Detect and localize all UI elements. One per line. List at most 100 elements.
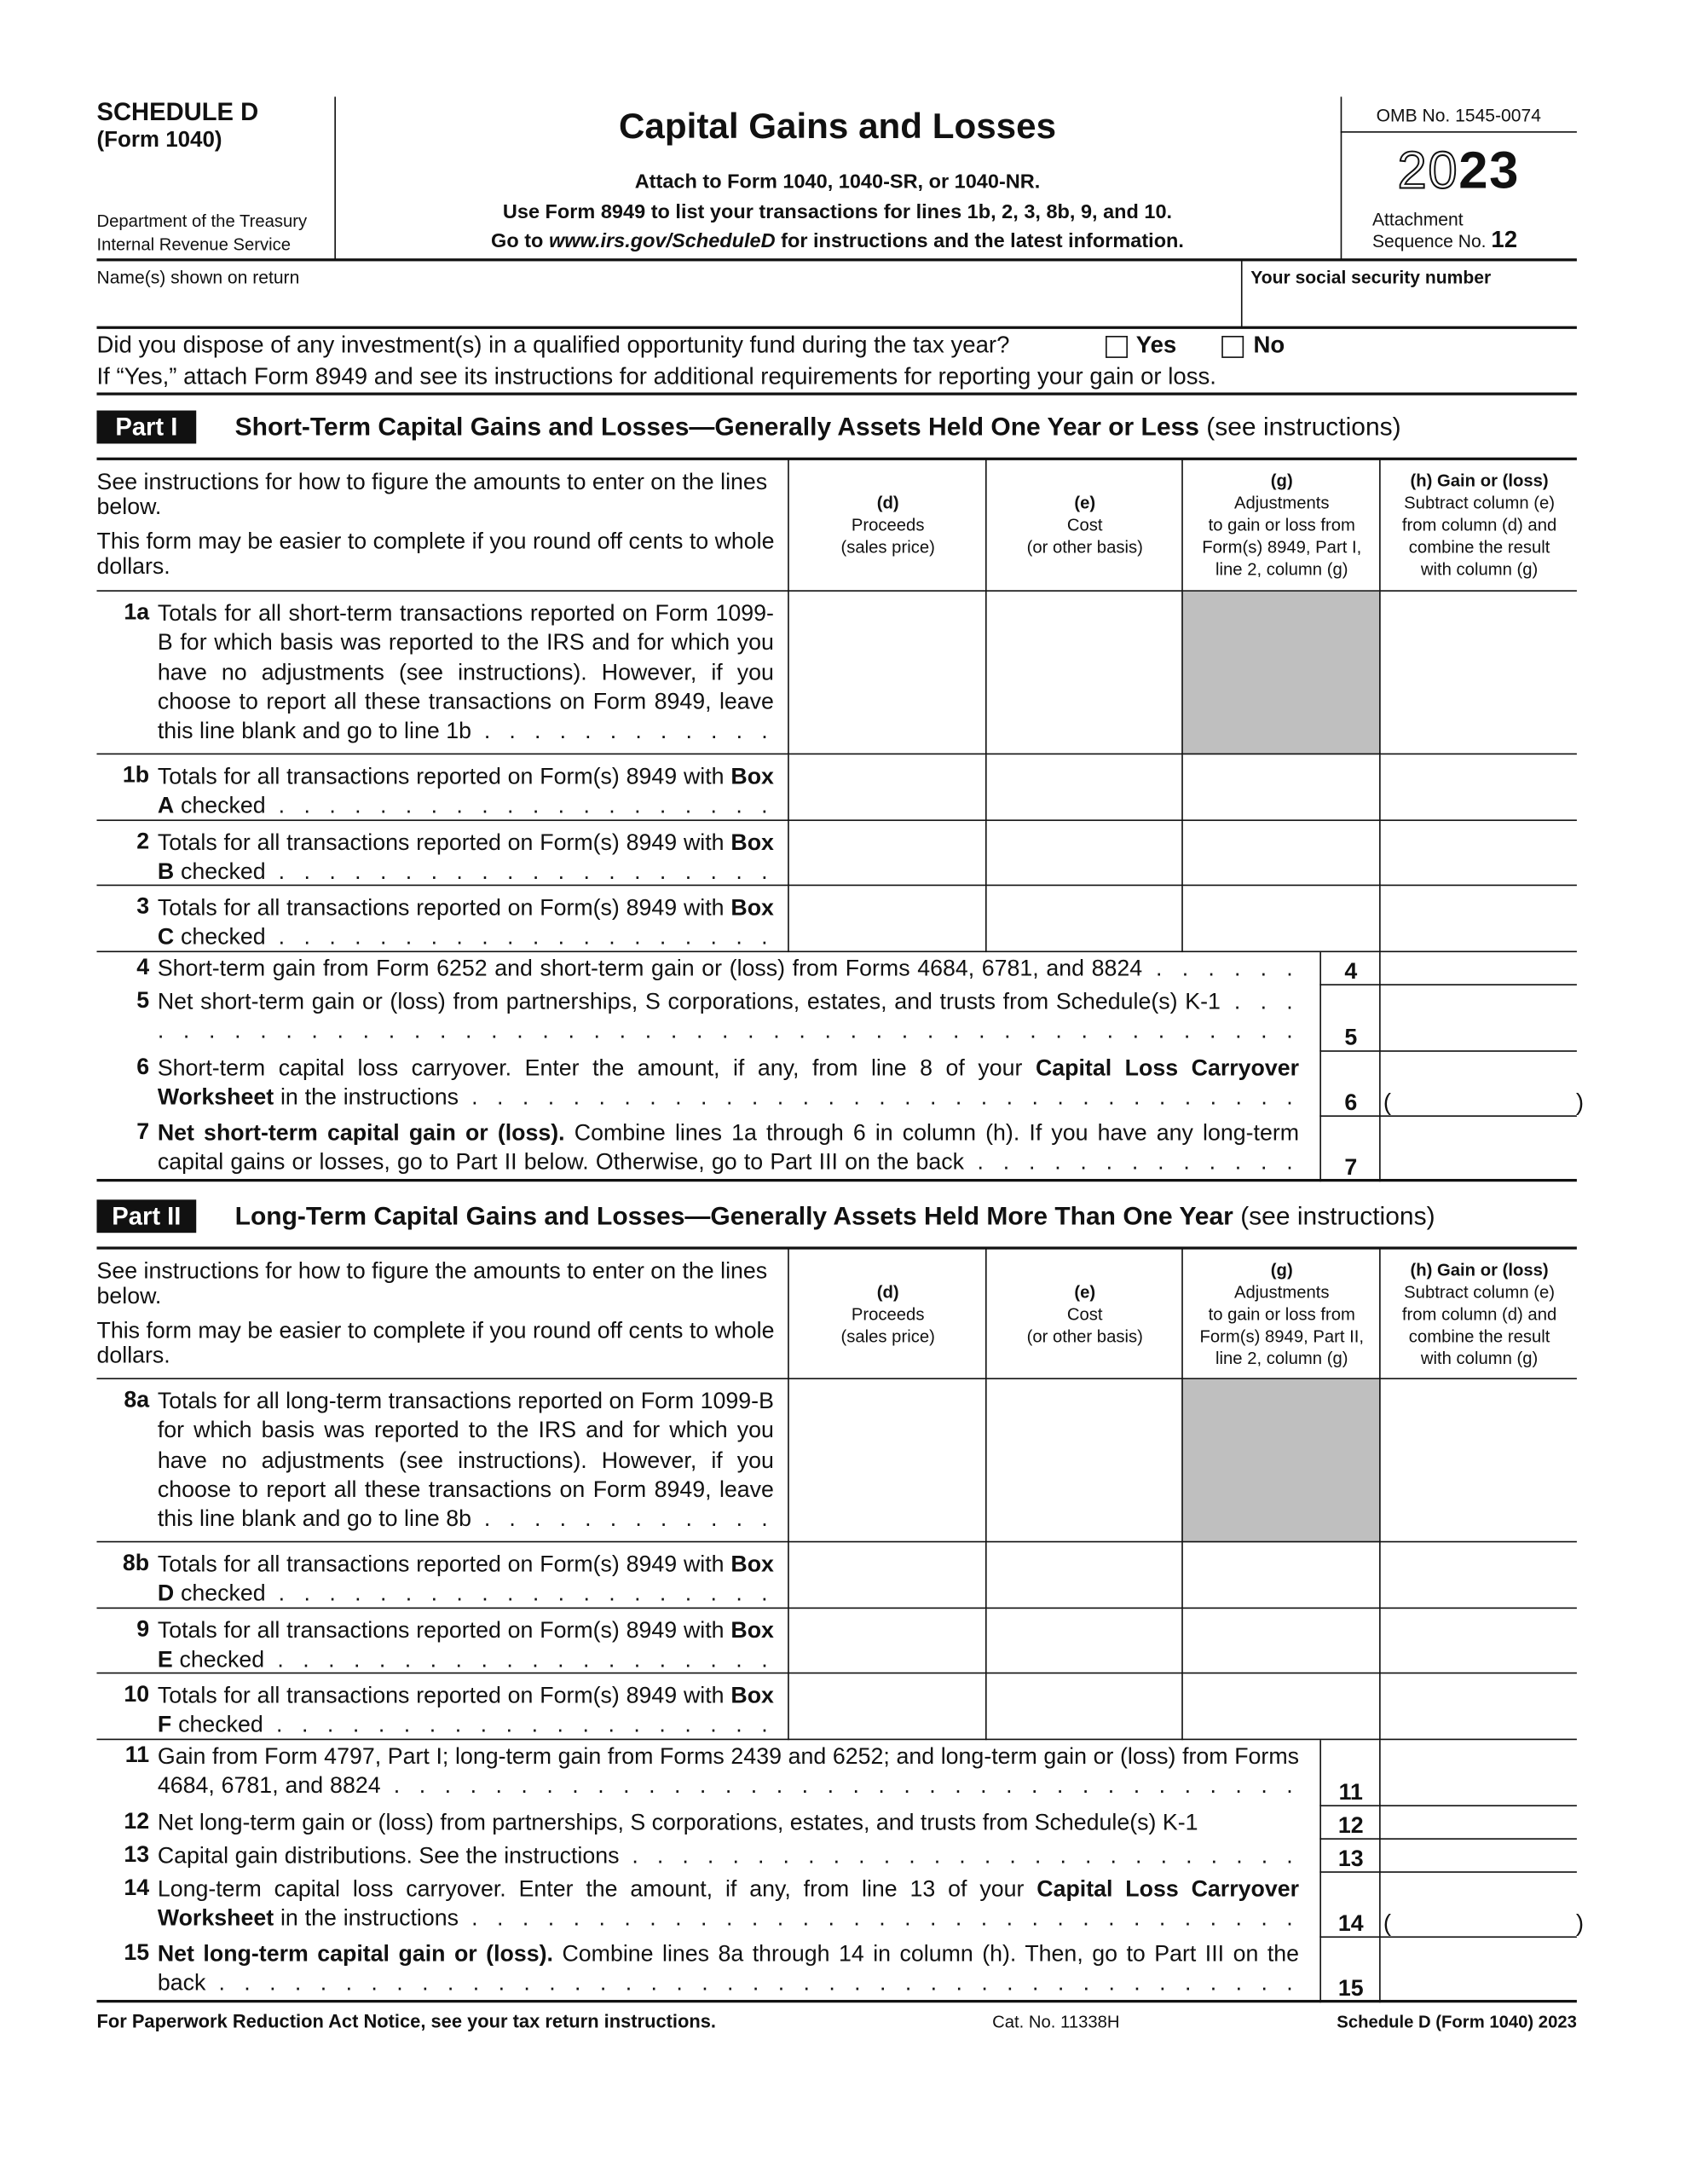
line-9-column-d-input[interactable] [788,1609,986,1674]
row-rule [1319,1050,1577,1052]
line-number: 13 [124,1842,150,1868]
line-box-number: 6 [1319,1051,1380,1118]
line-11-row: 11 Gain from Form 4797, Part I; long-term… [96,1740,1578,1807]
line-2-column-h-input[interactable] [1379,821,1578,887]
line-2-column-d-input[interactable] [788,821,986,887]
description-segment: Totals for all long-term transactions re… [157,1389,774,1532]
line-14-amount-input[interactable]: () [1379,1872,1584,1938]
line-9-column-e-input[interactable] [984,1609,1183,1674]
irs-link[interactable]: www.irs.gov/ScheduleD [548,230,776,253]
column-label-line: (sales price) [840,537,935,558]
line-number: 8b [122,1551,150,1576]
line-7-amount-input[interactable] [1379,1117,1578,1182]
line-9-column-h-input[interactable] [1379,1609,1578,1674]
line-number: 11 [124,1742,150,1768]
divider [334,96,336,260]
line-3-column-d-input[interactable] [788,886,986,953]
line-8b-column-e-input[interactable] [984,1542,1183,1609]
line-number: 10 [124,1682,150,1707]
year-bold: 23 [1458,142,1521,201]
line-8a-column-d-input[interactable] [788,1379,986,1543]
line-10-row: 10 Totals for all transactions reported o… [96,1673,1578,1741]
line-1a-column-h-input[interactable] [1379,591,1578,755]
line-3-column-e-input[interactable] [984,886,1183,953]
line-3-row: 3 Totals for all transactions reported on… [96,886,1578,953]
line-10-column-h-input[interactable] [1379,1673,1578,1741]
line-1a-column-e-input[interactable] [984,591,1183,755]
year-outline: 20 [1397,142,1459,201]
catalog-number: Cat. No. 11338H [992,2012,1120,2032]
line-15-amount-input[interactable] [1379,1938,1578,2003]
see-instructions: (see instructions) [1240,1200,1435,1230]
open-paren: ( [1383,1089,1392,1116]
line-description: Long-term capital loss carryover. Enter … [158,1875,1299,1934]
line-description: Net short-term capital gain or (loss). C… [158,1119,1299,1178]
description-segment: checked [172,1648,265,1673]
line-4-amount-input[interactable] [1379,952,1578,985]
column-header-text: (h) Gain or (loss) Subtract column (e) fro… [1402,470,1556,581]
line-8a-column-g-input [1181,1379,1381,1543]
ssn-field[interactable] [1244,290,1575,326]
line-2-column-e-input[interactable] [984,821,1183,887]
line-number: 5 [136,988,150,1014]
row-rule [96,1607,1577,1609]
line-5-amount-input[interactable] [1379,985,1578,1052]
line-1a-column-g-input [1181,591,1381,755]
line-8a-row: 8a Totals for all long-term transactions … [96,1379,1578,1543]
ssn-label: Your social security number [1250,266,1492,288]
name-field[interactable] [96,290,1238,326]
line-box-number: 12 [1319,1806,1380,1840]
description-segment: Totals for all transactions reported on … [157,764,731,789]
line-1b-row: 1b Totals for all transactions reported o… [96,754,1578,822]
column-label-line: Form(s) 8949, Part I, [1202,537,1362,558]
line-6-amount-input[interactable]: () [1379,1051,1584,1118]
column-label-line: from column (d) and [1401,1303,1557,1324]
line-10-column-e-input[interactable] [984,1673,1183,1741]
description-segment: Totals for all transactions reported on … [157,1618,731,1644]
column-intro: See instructions for how to figure the a… [96,1259,779,1378]
line-3-column-g-input[interactable] [1181,886,1380,953]
line-description: Short-term gain from Form 6252 and short… [158,955,1299,985]
attach-line: Use Form 8949 to list your transactions … [502,200,1173,223]
line-2-column-g-input[interactable] [1181,821,1380,887]
yes-checkbox[interactable] [1106,335,1128,358]
line-10-column-g-input[interactable] [1181,1673,1380,1741]
line-1b-column-e-input[interactable] [984,754,1183,822]
description-segment: Combine lines 8a through 14 in column (h… [157,1941,1300,1996]
line-11-amount-input[interactable] [1379,1740,1578,1807]
line-number: 4 [136,955,150,980]
column-label-line: with column (g) [1420,559,1539,580]
line-description: Totals for all short-term transactions r… [158,600,774,748]
line-1b-column-d-input[interactable] [788,754,986,822]
line-box-number: 14 [1319,1872,1380,1938]
no-checkbox[interactable] [1221,335,1244,358]
line-1b-column-h-input[interactable] [1379,754,1578,822]
attach-line: Attach to Form 1040, 1040-SR, or 1040-NR… [634,171,1041,194]
line-box-number: 7 [1319,1117,1380,1182]
line-13-amount-input[interactable] [1379,1839,1578,1873]
line-12-amount-input[interactable] [1379,1806,1578,1840]
line-1a-column-d-input[interactable] [788,591,986,755]
line-1b-column-g-input[interactable] [1181,754,1380,822]
column-header-text: (e) Cost (or other basis) [1027,492,1143,558]
description-segment: Net long-term gain or (loss) from partne… [157,1810,1198,1836]
line-number: 8a [124,1387,150,1413]
description-segment: Short-term capital loss carryover. Enter… [157,1055,1036,1081]
line-8b-column-h-input[interactable] [1379,1542,1578,1609]
line-10-column-d-input[interactable] [788,1673,986,1741]
line-box-label: 13 [1337,1846,1364,1872]
line-3-column-h-input[interactable] [1379,886,1578,953]
department: Department of the Treasury [96,211,308,231]
description-segment: checked [171,1713,263,1738]
line-9-column-g-input[interactable] [1181,1609,1380,1674]
tax-year: 2023 [1341,142,1577,202]
column-header-text: (d) Proceeds (sales price) [840,1280,934,1347]
intro-paragraph: See instructions for how to figure the a… [96,470,768,520]
line-8b-column-g-input[interactable] [1181,1542,1380,1609]
line-8a-column-h-input[interactable] [1379,1379,1578,1543]
line-8a-column-e-input[interactable] [984,1379,1183,1543]
column-header: (d) Proceeds (sales price) [788,1248,986,1380]
line-box-label: 4 [1344,959,1358,985]
line-8b-column-d-input[interactable] [788,1542,986,1609]
column-letter: (d) [876,493,899,513]
